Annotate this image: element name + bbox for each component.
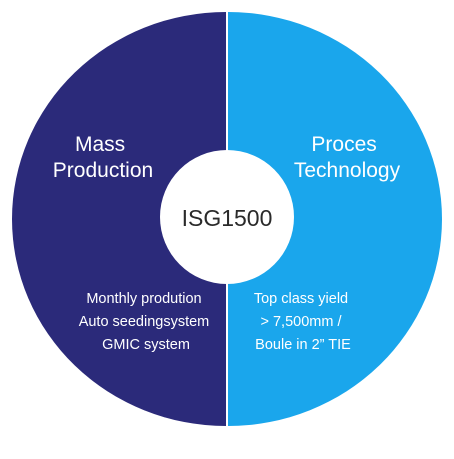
left-details: Monthly prodution Auto seedingsystem GMI… [79, 291, 214, 353]
right-detail-line: Boule in 2” TIE [255, 337, 351, 353]
left-detail-line: Auto seedingsystem [79, 314, 210, 330]
left-detail-line: Monthly prodution [86, 291, 201, 307]
right-details: Top class yield > 7,500mm / Boule in 2” … [254, 291, 352, 353]
right-title: Proces Technology [294, 133, 401, 182]
right-detail-line: Top class yield [254, 291, 348, 307]
left-title-line: Production [53, 159, 153, 182]
left-half-segment [12, 12, 226, 426]
right-title-line: Technology [294, 159, 401, 182]
center-circle [160, 150, 294, 284]
right-title-line: Proces [311, 133, 376, 156]
right-detail-line: > 7,500mm / [260, 314, 342, 330]
center-label: ISG1500 [182, 205, 273, 231]
left-detail-line: GMIC system [102, 337, 190, 353]
left-title-line: Mass [75, 133, 125, 156]
left-title: Mass Production [53, 133, 153, 182]
right-half-segment [228, 12, 442, 426]
